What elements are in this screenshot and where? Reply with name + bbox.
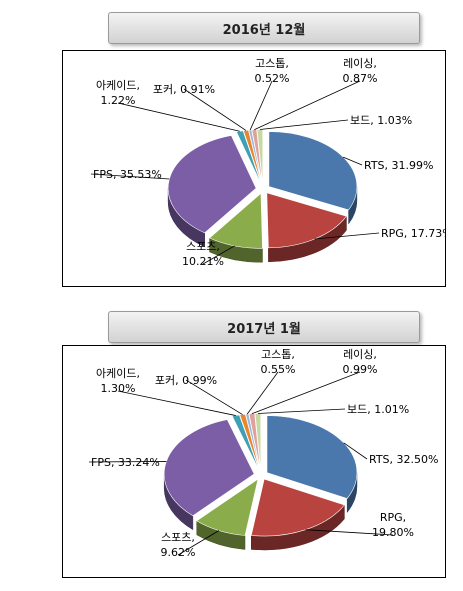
pie-slice-스포츠 [208,192,263,249]
leader-line [183,88,247,131]
leader-line [259,119,349,130]
data-label-레이싱: 레이싱, 0.99% [343,348,378,376]
leader-line [314,232,380,240]
data-label-RTS: RTS, 31.99% [364,159,433,172]
data-label-아케이드: 아케이드, 1.22% [96,79,140,107]
chart-1-pie: RTS, 31.99% RPG, 17.73% 스포츠,10.21% FPS, 35.… [90,57,445,268]
leader-line [254,80,361,131]
pie-slice-아케이드 [236,130,262,185]
leader-line [185,379,243,415]
leader-line [117,102,240,132]
data-label-스포츠: 스포츠, 9.62% [161,531,196,559]
chart-1-title: 2016년 12월 [108,12,420,44]
data-label-보드: 보드, 1.01% [347,403,409,416]
data-label-FPS: FPS, 33.24% [91,456,160,469]
leader-line [88,461,167,463]
data-label-스포츠: 스포츠, 10.21% [182,240,224,268]
leader-line [177,530,220,556]
data-label-포커: 포커, 0.99% [155,374,217,387]
leader-line [343,156,363,166]
data-label-고스톱: 고스톱, 0.55% [261,348,296,376]
pie-slice-레이싱 [251,129,263,185]
leader-line [251,371,361,415]
data-label-포커: 포커, 0.91% [153,83,215,96]
data-label-RTS: RTS, 32.50% [369,453,438,466]
chart-1-panel: RTS, 31.99% RPG, 17.73% 스포츠,10.21% FPS, 35.… [62,50,446,287]
leader-line [257,408,346,414]
leader-line [343,442,368,460]
pie-slice-RTS [266,415,358,499]
leader-line [202,245,235,265]
chart-2-panel: RTS, 32.50% RPG, 19.80% 스포츠, 9.62% FPS, 33.24… [62,345,446,578]
data-label-RPG: RPG, 17.73% [381,227,445,240]
leader-line [90,173,170,180]
data-label-고스톱: 고스톱, 0.52% [255,57,290,85]
data-label-레이싱: 레이싱, 0.87% [343,57,378,85]
chart-2-pie: RTS, 32.50% RPG, 19.80% 스포츠, 9.62% FPS, 33.24… [88,348,438,559]
data-label-아케이드: 아케이드, 1.30% [96,367,140,395]
leader-line [117,390,236,416]
pie-slice-스포츠 [196,478,259,536]
pie-slice-아케이드 [231,414,260,471]
data-label-보드: 보드, 1.03% [350,114,412,127]
pie-slice-RPG [266,192,347,249]
pie-slice-FPS [163,419,255,517]
pie-slice-레이싱 [248,413,261,471]
pie-slice-포커 [239,413,260,471]
pie-slice-고스톱 [248,129,263,185]
chart-2-title: 2017년 1월 [108,311,420,343]
leader-line [305,529,394,536]
pie-slice-RPG [250,478,345,537]
data-label-FPS: FPS, 35.53% [93,168,162,181]
pie-slice-FPS [167,135,257,234]
leader-line [249,80,273,131]
pie-slice-RTS [268,131,358,211]
pie-slice-포커 [243,129,263,185]
data-label-RPG: RPG, 19.80% [372,511,414,539]
leader-line [246,371,279,415]
